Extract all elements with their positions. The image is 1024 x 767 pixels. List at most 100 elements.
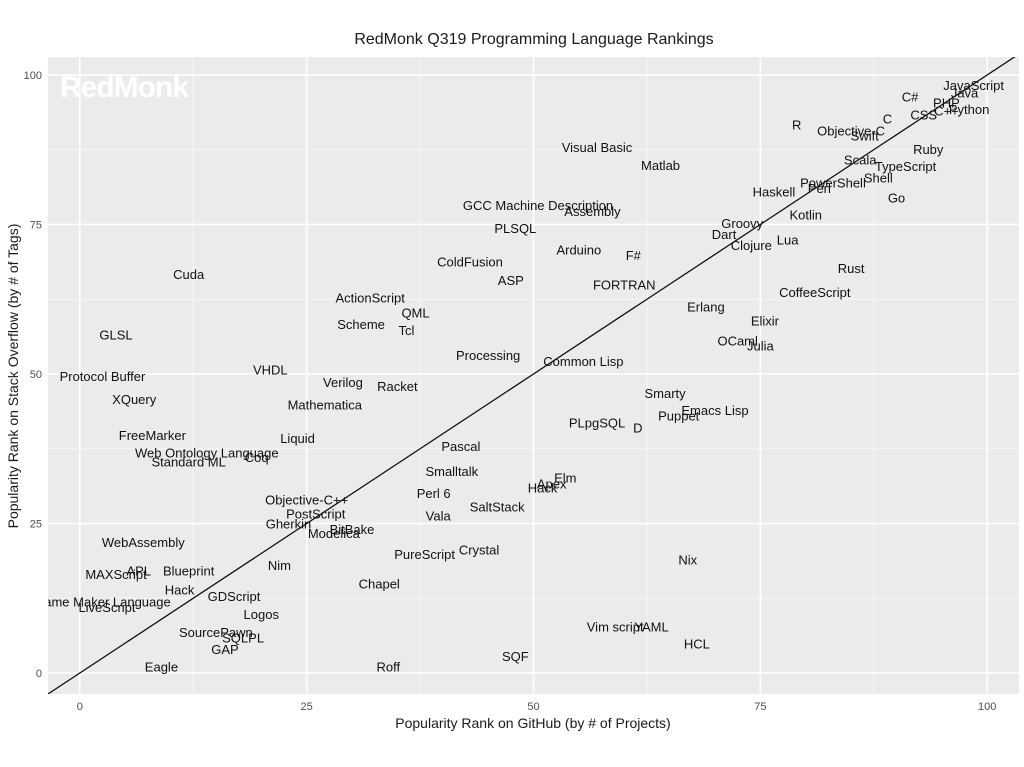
x-tick-label: 25 bbox=[301, 701, 313, 713]
point-label: GAP bbox=[211, 642, 238, 657]
point-label: GDScript bbox=[208, 589, 261, 604]
point-label: Web Ontology Language bbox=[135, 445, 279, 460]
point-label: Julia bbox=[747, 338, 775, 353]
point-label: CoffeeScript bbox=[779, 285, 851, 300]
point-label: Java bbox=[951, 85, 979, 100]
point-label: C bbox=[883, 112, 892, 127]
point-label: VHDL bbox=[253, 362, 288, 377]
point-label: Roff bbox=[376, 660, 400, 675]
point-label: PLpgSQL bbox=[569, 416, 625, 431]
y-axis-title: Popularity Rank on Stack Overflow (by # … bbox=[5, 224, 21, 529]
point-label: Standard ML bbox=[151, 454, 225, 469]
point-label: PLSQL bbox=[494, 221, 536, 236]
point-label: GCC Machine Description bbox=[463, 198, 613, 213]
point-label: Python bbox=[949, 102, 989, 117]
point-label: Modelica bbox=[308, 526, 361, 541]
point-label: Vala bbox=[426, 508, 452, 523]
point-label: C# bbox=[902, 90, 919, 105]
point-label: Matlab bbox=[641, 158, 680, 173]
point-label: WebAssembly bbox=[102, 535, 185, 550]
point-label: XQuery bbox=[112, 392, 157, 407]
point-label: Shell bbox=[864, 170, 893, 185]
point-label: Perl 6 bbox=[417, 486, 451, 501]
point-label: F# bbox=[626, 248, 642, 263]
point-label: Visual Basic bbox=[562, 140, 633, 155]
redmonk-logo: RedMonk bbox=[60, 71, 189, 104]
point-label: Coq bbox=[245, 450, 269, 465]
point-label: PHP bbox=[933, 96, 960, 111]
point-label: MAXScript bbox=[85, 567, 147, 582]
point-label: Game Maker Language bbox=[34, 594, 171, 609]
point-label: ASP bbox=[498, 273, 524, 288]
point-label: ColdFusion bbox=[437, 255, 503, 270]
point-label: C++ bbox=[934, 103, 959, 118]
point-label: ActionScript bbox=[335, 291, 405, 306]
x-tick-label: 50 bbox=[527, 701, 539, 713]
point-label: SQLPL bbox=[222, 630, 264, 645]
y-tick-label: 50 bbox=[30, 369, 42, 381]
x-tick-label: 75 bbox=[754, 701, 766, 713]
point-label: Scala bbox=[844, 152, 877, 167]
point-label: QML bbox=[401, 305, 429, 320]
point-label: HCL bbox=[684, 636, 710, 651]
point-label: Pascal bbox=[441, 439, 480, 454]
point-label: YAML bbox=[634, 620, 668, 635]
point-label: Assembly bbox=[564, 204, 621, 219]
point-label: Hack bbox=[165, 582, 195, 597]
point-label: Ruby bbox=[913, 142, 944, 157]
point-label: Gherkin bbox=[266, 517, 312, 532]
point-label: D bbox=[633, 420, 642, 435]
point-label: PureScript bbox=[394, 547, 455, 562]
reference-line bbox=[48, 57, 1016, 694]
point-label: Processing bbox=[456, 348, 520, 363]
point-label: FORTRAN bbox=[593, 277, 656, 292]
point-label: Scheme bbox=[337, 317, 385, 332]
point-label: Crystal bbox=[459, 542, 500, 557]
x-axis-ticks: 0 25 50 75 100 bbox=[77, 701, 997, 713]
point-label: OCaml bbox=[717, 334, 758, 349]
point-label: Apex bbox=[537, 477, 567, 492]
point-label: Smarty bbox=[644, 386, 686, 401]
point-label: Blueprint bbox=[163, 563, 215, 578]
y-tick-label: 0 bbox=[36, 668, 42, 680]
point-label: Dart bbox=[712, 227, 737, 242]
point-label: Verilog bbox=[323, 375, 363, 390]
point-label: Perl bbox=[808, 181, 831, 196]
point-label: Clojure bbox=[731, 238, 772, 253]
point-label: Racket bbox=[377, 379, 418, 394]
point-label: Chapel bbox=[359, 576, 400, 591]
point-label: Rust bbox=[838, 261, 865, 276]
point-label: Objective-C bbox=[817, 124, 885, 139]
point-label: Emacs Lisp bbox=[681, 403, 748, 418]
point-label: Hack bbox=[528, 481, 558, 496]
point-label: Groovy bbox=[721, 216, 763, 231]
point-label: Nix bbox=[678, 553, 697, 568]
point-label: BitBake bbox=[330, 522, 375, 537]
y-axis-ticks: 0 25 50 75 100 bbox=[24, 70, 42, 680]
point-label: Vim script bbox=[587, 620, 644, 635]
point-label: Erlang bbox=[687, 300, 725, 315]
point-label: Haskell bbox=[753, 185, 796, 200]
point-label: Lua bbox=[777, 233, 799, 248]
point-label: Cuda bbox=[173, 267, 205, 282]
point-label: Arduino bbox=[556, 243, 601, 258]
point-label: Protocol Buffer bbox=[60, 369, 146, 384]
point-label: FreeMarker bbox=[119, 428, 187, 443]
point-label: Common Lisp bbox=[543, 354, 623, 369]
x-tick-label: 100 bbox=[978, 701, 996, 713]
point-label: GLSL bbox=[99, 328, 132, 343]
point-label: PowerShell bbox=[800, 176, 866, 191]
point-label: SourcePawn bbox=[179, 625, 253, 640]
point-label: Go bbox=[888, 191, 905, 206]
point-label: Eagle bbox=[145, 660, 178, 675]
point-label: Swift bbox=[851, 128, 880, 143]
point-label: Mathematica bbox=[288, 398, 363, 413]
x-tick-label: 0 bbox=[77, 701, 83, 713]
x-axis-title: Popularity Rank on GitHub (by # of Proje… bbox=[395, 715, 670, 731]
point-label: CSS bbox=[910, 108, 937, 123]
point-label: Nim bbox=[268, 558, 291, 573]
y-tick-label: 75 bbox=[30, 219, 42, 231]
point-label: JavaScript bbox=[943, 78, 1004, 93]
point-label: SQF bbox=[502, 649, 529, 664]
